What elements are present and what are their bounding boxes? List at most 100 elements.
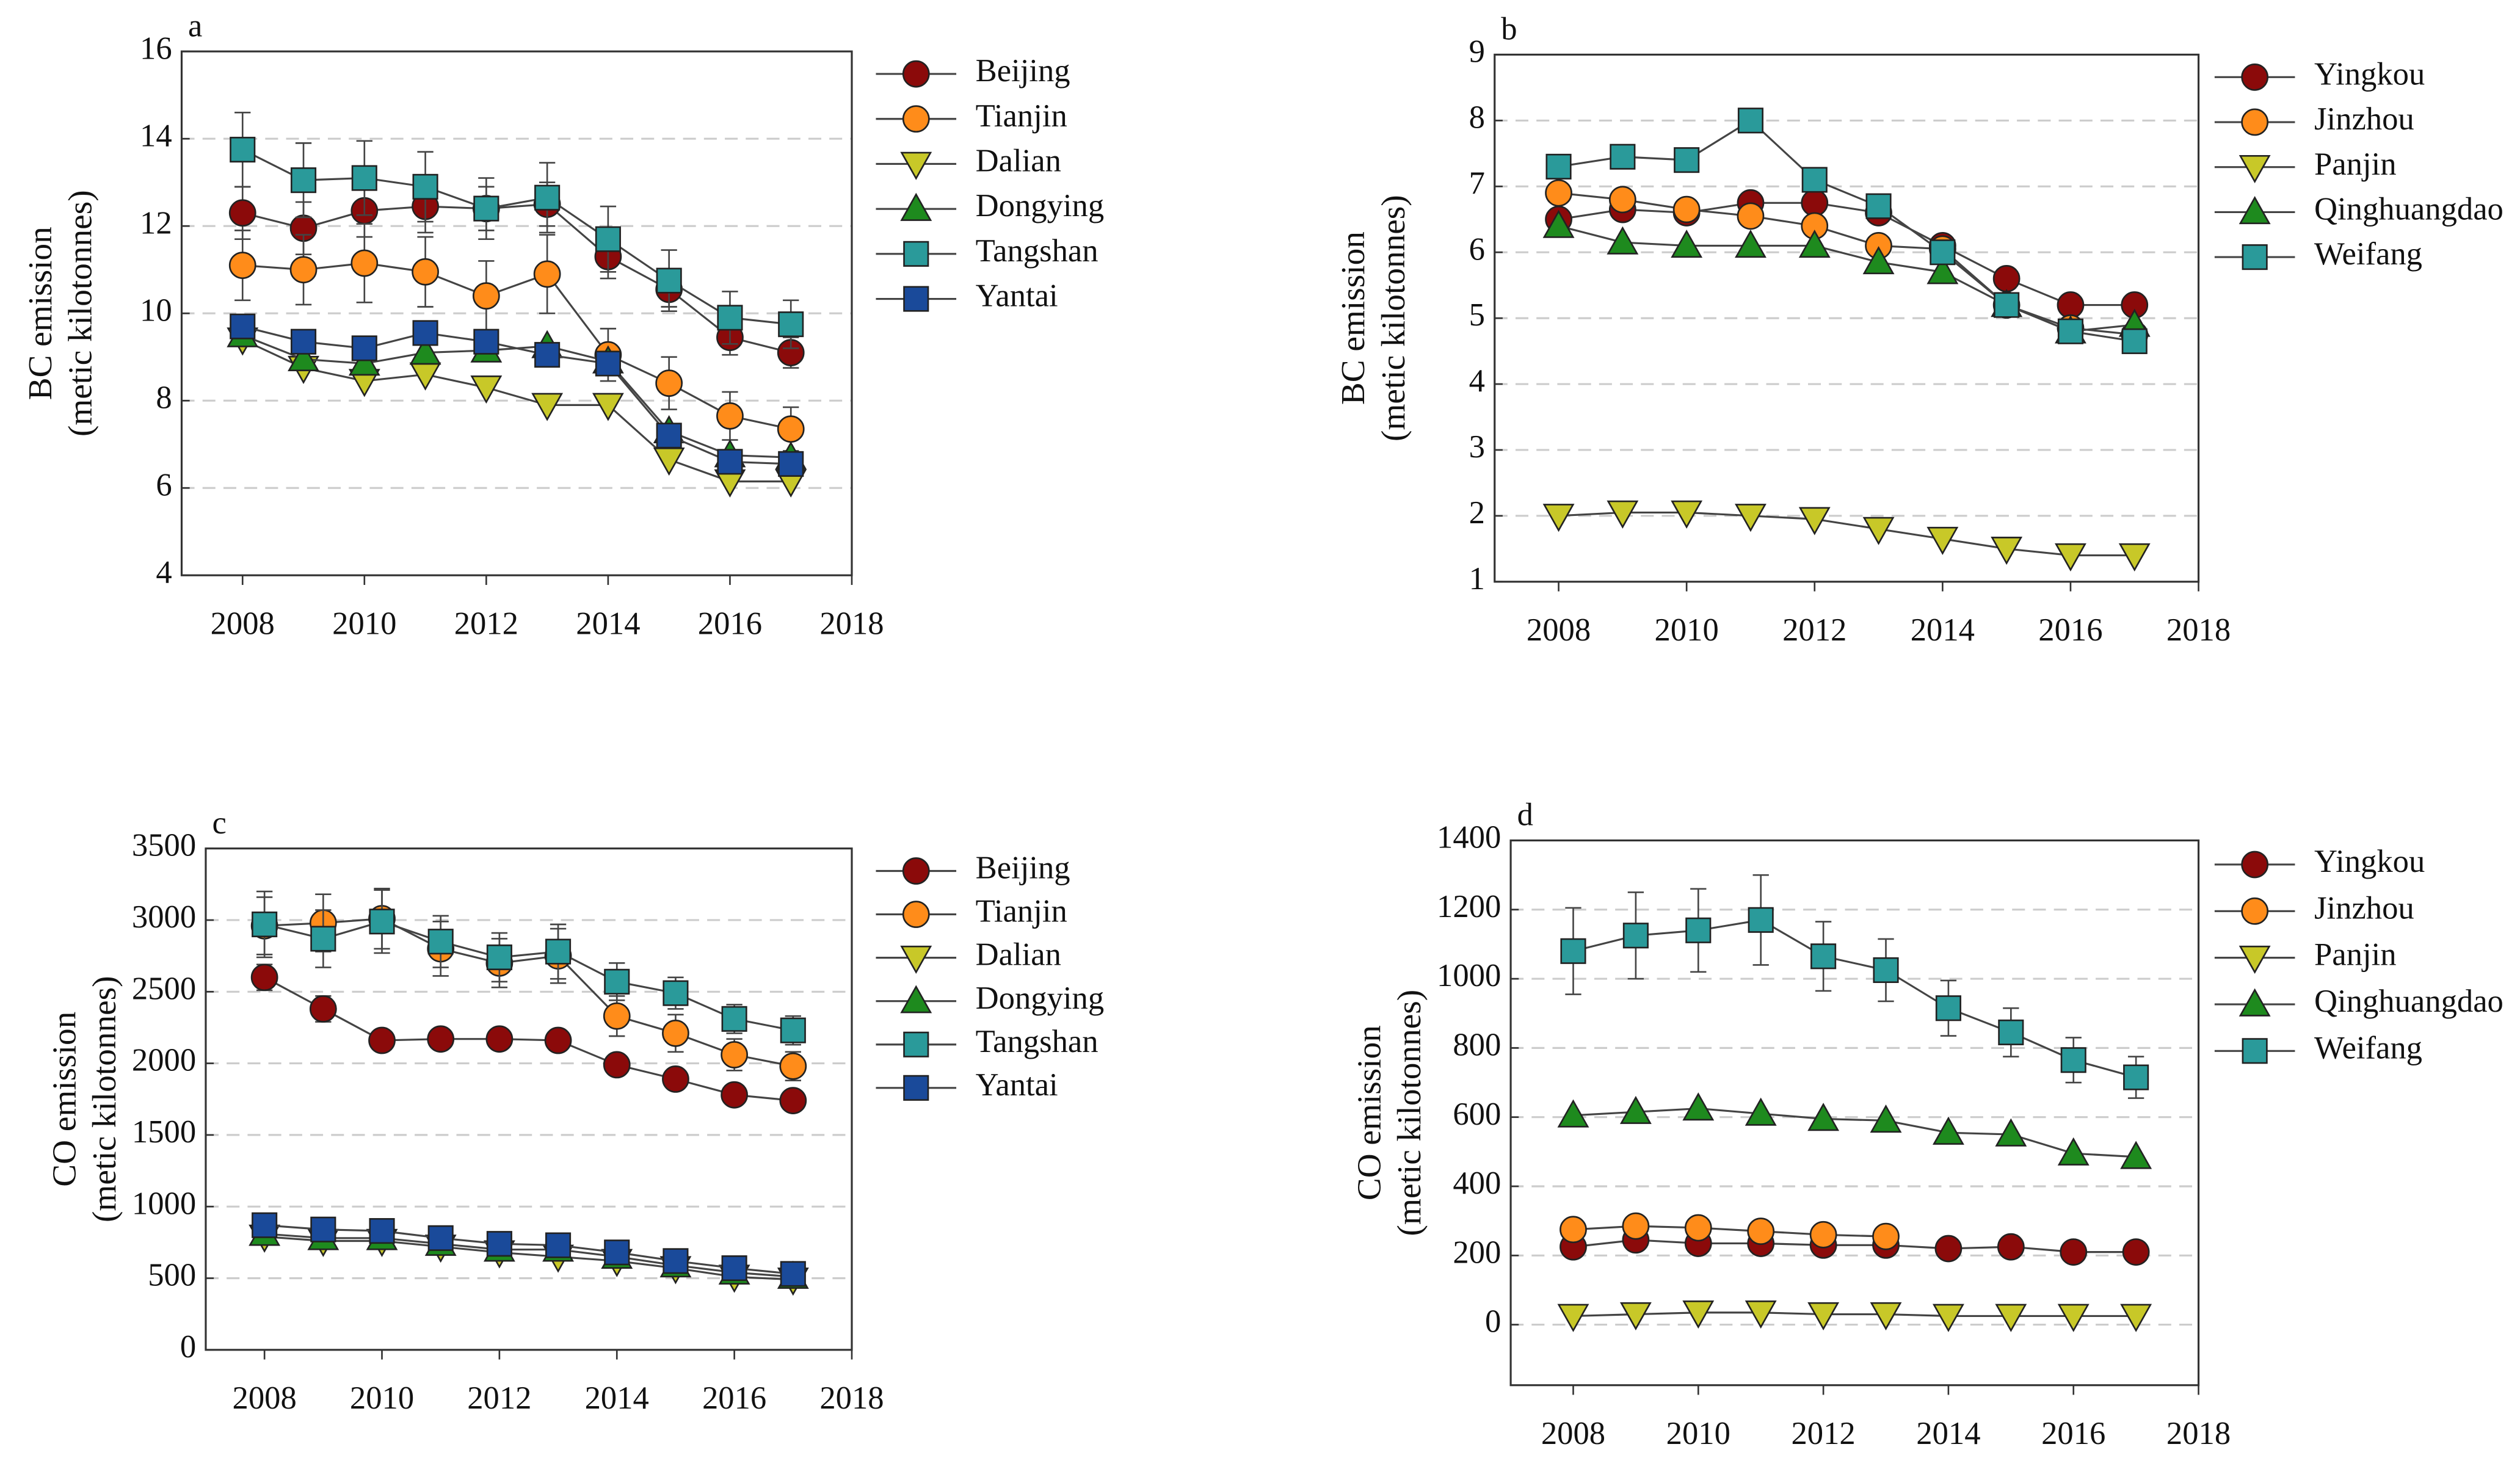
marker — [1865, 193, 1892, 219]
x-tick-label: 2008 — [1541, 1416, 1605, 1451]
series-line — [1558, 201, 2135, 307]
marker — [290, 328, 317, 355]
y-tick-label: 2500 — [132, 971, 196, 1006]
legend-label: Dalian — [976, 937, 1061, 973]
marker — [1622, 1212, 1650, 1240]
panel-label: c — [212, 805, 226, 841]
marker — [486, 944, 512, 971]
x-tick-label: 2008 — [211, 606, 275, 642]
marker — [1995, 1118, 2027, 1147]
x-tick-label: 2016 — [2038, 612, 2102, 648]
marker — [1545, 153, 1572, 180]
marker — [1870, 1302, 1902, 1330]
marker — [427, 929, 454, 955]
x-tick-label: 2014 — [1911, 612, 1975, 648]
y-tick-label: 1000 — [1437, 958, 1501, 993]
marker — [412, 173, 438, 200]
marker — [1607, 226, 1639, 255]
x-tick-label: 2012 — [454, 606, 518, 642]
marker — [1542, 504, 1575, 532]
x-tick-label: 2010 — [350, 1380, 414, 1416]
marker — [544, 1026, 572, 1054]
marker — [2120, 1304, 2152, 1332]
marker — [1991, 537, 2023, 565]
marker — [427, 1225, 454, 1251]
legend-marker — [900, 192, 932, 221]
marker — [230, 137, 256, 163]
marker — [780, 1017, 806, 1043]
legend-label: Tianjin — [976, 98, 1067, 134]
marker — [1807, 1302, 1840, 1330]
marker — [288, 343, 319, 372]
marker — [228, 252, 256, 279]
marker — [545, 1232, 572, 1258]
marker — [473, 195, 499, 222]
y-tick-label: 5 — [1469, 297, 1485, 333]
marker — [2123, 1064, 2149, 1090]
marker — [1557, 1304, 1589, 1332]
marker — [2118, 543, 2151, 571]
marker — [721, 1006, 747, 1032]
x-tick-label: 2012 — [1791, 1416, 1855, 1451]
marker — [252, 1212, 278, 1238]
marker — [1748, 907, 1774, 933]
marker — [1810, 943, 1837, 970]
plot-frame — [1494, 53, 2200, 583]
marker — [1737, 202, 1765, 230]
legend-label: Panjin — [2314, 937, 2397, 973]
legend-label: Panjin — [2314, 147, 2397, 182]
marker — [1685, 917, 1712, 943]
marker — [350, 249, 379, 277]
marker — [1684, 1214, 1712, 1242]
marker — [1926, 526, 1959, 555]
series-line — [264, 918, 794, 1067]
legend-label: Yantai — [976, 1067, 1058, 1103]
marker — [716, 402, 744, 430]
x-tick-label: 2014 — [585, 1380, 649, 1416]
marker — [1926, 256, 1959, 285]
marker — [485, 1025, 514, 1053]
legend-marker — [902, 901, 930, 928]
series-line — [242, 203, 791, 354]
marker — [1930, 239, 1956, 266]
series-line — [264, 920, 794, 1032]
marker — [1682, 1092, 1715, 1121]
plot-frame — [205, 847, 853, 1351]
marker — [470, 375, 503, 404]
legend-label: Weifang — [2314, 1030, 2422, 1065]
marker — [2121, 328, 2148, 354]
marker — [1809, 1221, 1837, 1249]
marker — [351, 165, 377, 191]
legend-marker — [2239, 988, 2271, 1017]
x-tick-label: 2016 — [2041, 1416, 2105, 1451]
marker — [663, 1248, 689, 1274]
marker — [717, 449, 743, 475]
marker — [1671, 500, 1703, 529]
marker — [1674, 147, 1700, 173]
x-tick-label: 2008 — [233, 1380, 297, 1416]
legend-label: Yingkou — [2314, 56, 2425, 92]
legend-marker — [900, 945, 932, 974]
marker — [289, 256, 318, 284]
marker — [1610, 143, 1636, 170]
legend-marker — [2239, 945, 2271, 974]
plot-frame — [180, 50, 853, 576]
marker — [777, 415, 805, 443]
marker — [1932, 1116, 1964, 1145]
y-axis-label: (metic kilotonnes) — [1374, 195, 1412, 441]
marker — [1560, 938, 1586, 964]
series-line — [264, 976, 793, 1102]
marker — [721, 1041, 748, 1068]
series-line — [1573, 1225, 1886, 1238]
marker — [1807, 1103, 1840, 1131]
y-tick-label: 0 — [180, 1329, 196, 1365]
legend-marker — [903, 1075, 929, 1101]
y-tick-label: 7 — [1469, 165, 1485, 201]
marker — [655, 369, 683, 397]
series-line — [1558, 225, 2135, 333]
marker — [472, 282, 500, 310]
legend-marker — [903, 1031, 929, 1057]
marker — [1870, 1104, 1902, 1133]
marker — [2120, 1141, 2152, 1169]
marker — [230, 313, 256, 339]
